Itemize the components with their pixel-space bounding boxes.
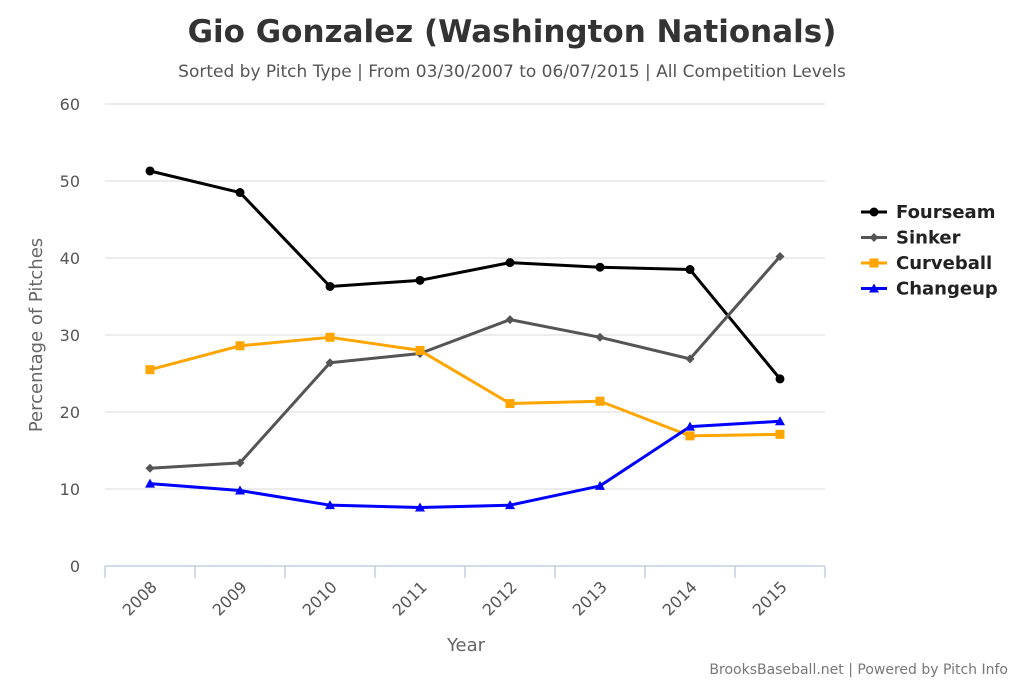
legend: Fourseam Sinker Curveball Changeup [861,202,998,300]
data-point-sinker [235,458,245,468]
data-point-fourseam [685,265,695,275]
data-point-fourseam [145,166,155,176]
x-tick-label: 2010 [299,577,341,619]
legend-swatch-marker [869,283,879,293]
y-tick-label: 10 [60,480,80,499]
data-point-changeup [685,421,695,431]
data-point-sinker [595,332,605,342]
data-point-sinker [325,358,335,368]
data-point-changeup [775,416,785,426]
data-point-fourseam [595,262,605,272]
data-point-curveball [325,332,335,342]
legend-item-changeup[interactable]: Changeup [861,279,998,300]
series-fourseam [145,166,785,384]
y-axis-ticks: 0 10 20 30 40 50 60 [60,95,80,576]
data-point-curveball [685,431,695,441]
legend-label: Fourseam [896,202,995,223]
x-axis: 2008 2009 2010 2011 2012 2013 2014 2015 [104,565,826,620]
y-tick-label: 0 [70,557,80,576]
legend-item-curveball[interactable]: Curveball [861,253,992,274]
data-point-changeup [235,485,245,495]
series-sinker [145,251,785,473]
x-tick-label: 2013 [569,577,611,619]
legend-swatch-marker [869,233,879,242]
legend-swatch-marker [869,207,879,217]
y-axis-title: Percentage of Pitches [26,238,47,432]
legend-item-sinker[interactable]: Sinker [861,228,961,249]
data-point-curveball [595,396,605,406]
series-curveball [145,332,785,441]
chart-subtitle: Sorted by Pitch Type | From 03/30/2007 t… [178,62,846,82]
data-point-fourseam [505,258,515,268]
data-point-sinker [505,315,515,325]
x-tick-label: 2008 [119,577,161,619]
legend-label: Changeup [896,279,998,300]
data-point-curveball [235,341,245,351]
data-point-changeup [415,502,425,512]
x-tick-label: 2015 [749,577,791,619]
data-point-changeup [145,478,155,488]
y-tick-label: 30 [60,326,80,345]
y-tick-label: 60 [60,95,80,114]
legend-swatch-marker [869,258,879,268]
series-line-changeup [148,419,782,509]
data-point-curveball [415,345,425,355]
x-axis-title: Year [446,635,486,656]
chart-title: Gio Gonzalez (Washington Nationals) [188,14,837,50]
y-tick-label: 50 [60,172,80,191]
data-point-fourseam [325,281,335,291]
x-tick-label: 2011 [389,577,431,619]
y-tick-label: 20 [60,403,80,422]
data-point-changeup [325,500,335,510]
legend-item-fourseam[interactable]: Fourseam [861,202,995,223]
gridlines [105,103,825,490]
data-point-sinker [145,463,155,473]
x-tick-label: 2012 [479,577,521,619]
data-point-fourseam [235,188,245,198]
legend-label: Curveball [896,253,992,274]
series-lines [145,166,785,512]
data-point-changeup [505,500,515,510]
data-point-changeup [595,480,605,490]
data-point-fourseam [415,275,425,285]
series-line-fourseam [148,169,782,381]
data-point-curveball [775,429,785,439]
series-line-sinker [148,254,782,470]
series-line-curveball [148,335,782,438]
data-point-fourseam [775,374,785,384]
data-point-sinker [775,251,785,261]
data-point-curveball [145,365,155,375]
y-tick-label: 40 [60,249,80,268]
data-point-sinker [685,354,695,364]
series-changeup [145,416,785,512]
x-tick-label: 2009 [209,577,251,619]
credits: BrooksBaseball.net | Powered by Pitch In… [709,662,1008,678]
data-point-curveball [505,399,515,409]
legend-label: Sinker [896,228,961,249]
x-tick-label: 2014 [659,577,701,619]
